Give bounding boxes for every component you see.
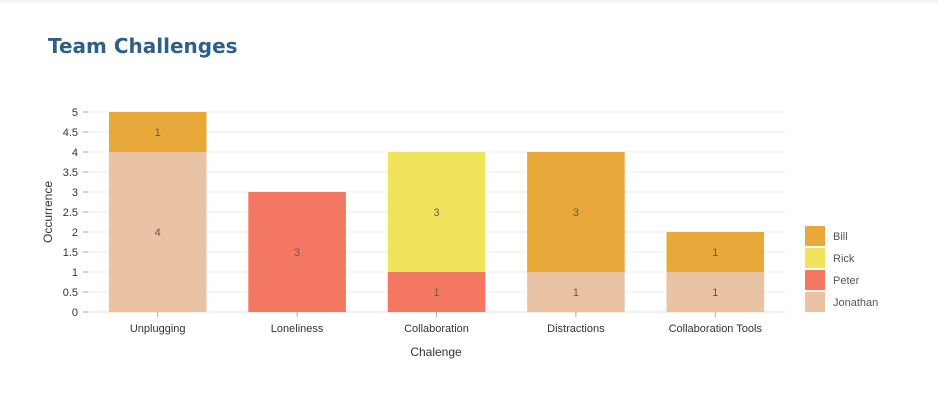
- x-tick-label: Loneliness: [271, 323, 324, 335]
- legend-swatch[interactable]: [805, 226, 825, 246]
- bar-value-label: 1: [433, 287, 439, 299]
- legend-label[interactable]: Rick: [833, 253, 855, 265]
- bar-segment[interactable]: [527, 152, 625, 272]
- legend-label[interactable]: Bill: [833, 231, 848, 243]
- y-tick-label: 5: [72, 107, 78, 119]
- y-tick-label: 2.5: [63, 207, 78, 219]
- bar-value-label: 1: [712, 287, 718, 299]
- y-tick-label: 4.5: [63, 127, 78, 139]
- bar-segment[interactable]: [387, 152, 486, 272]
- top-strip: [0, 0, 938, 3]
- x-axis: Unplugging Loneliness Collaboration Distrac…: [130, 312, 763, 335]
- legend[interactable]: Bill Rick Peter Jonathan: [805, 226, 878, 312]
- legend-swatch[interactable]: [805, 292, 825, 312]
- bar-segment[interactable]: [666, 232, 765, 272]
- y-tick-label: 1.5: [63, 247, 78, 259]
- bar-segment[interactable]: [108, 112, 207, 152]
- y-tick-label: 1: [72, 267, 78, 279]
- x-tick-label: Collaboration: [404, 323, 469, 335]
- bars: 4 1 3 1 3 1 3 1 1: [108, 112, 765, 312]
- legend-swatch[interactable]: [805, 248, 825, 268]
- bar-value-label: 1: [573, 287, 579, 299]
- bar-segment[interactable]: [666, 272, 765, 312]
- legend-label[interactable]: Peter: [833, 275, 860, 287]
- y-tick-label: 2: [72, 227, 78, 239]
- legend-label[interactable]: Jonathan: [833, 297, 878, 309]
- chart-title: Team Challenges: [48, 34, 238, 58]
- x-tick-label: Collaboration Tools: [669, 323, 763, 335]
- x-tick-label: Unplugging: [130, 323, 186, 335]
- bar-value-label: 3: [573, 207, 579, 219]
- bar-value-label: 4: [155, 227, 161, 239]
- y-axis-title: Occurrence: [41, 181, 55, 243]
- x-tick-label: Distractions: [547, 323, 605, 335]
- bar-value-label: 1: [155, 127, 161, 139]
- y-tick-label: 0.5: [63, 287, 78, 299]
- bar-segment[interactable]: [527, 272, 625, 312]
- y-tick-label: 3.5: [63, 167, 78, 179]
- y-tick-label: 3: [72, 187, 78, 199]
- y-tick-label: 4: [72, 147, 78, 159]
- y-tick-label: 0: [72, 307, 78, 319]
- bar-segment[interactable]: [387, 272, 486, 312]
- bar-value-label: 3: [433, 207, 439, 219]
- bar-value-label: 3: [294, 247, 300, 259]
- x-axis-title: Chalenge: [410, 345, 462, 359]
- bar-segment[interactable]: [248, 192, 346, 312]
- legend-swatch[interactable]: [805, 270, 825, 290]
- bar-segment[interactable]: [108, 152, 207, 312]
- y-axis: 0 0.5 1 1.5 2 2.5 3 3.5 4 4.5 5: [63, 107, 88, 319]
- bar-value-label: 1: [712, 247, 718, 259]
